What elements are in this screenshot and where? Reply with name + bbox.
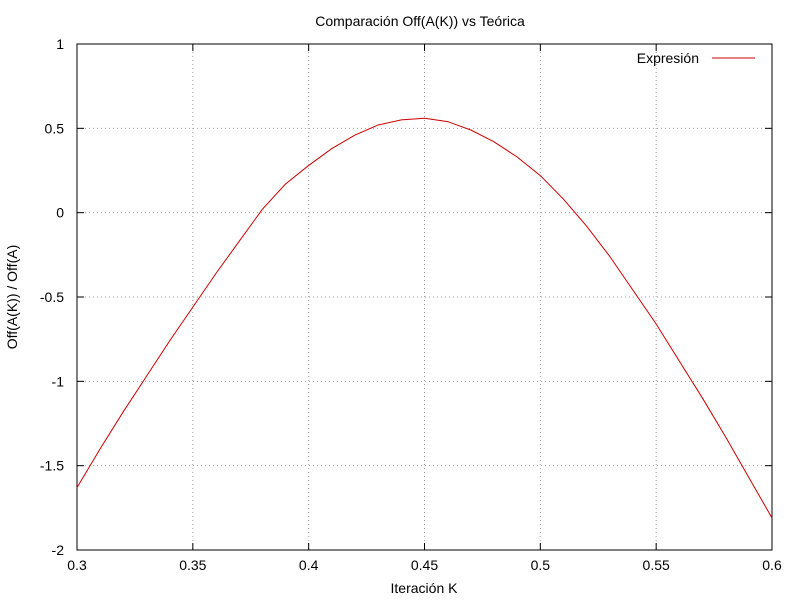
legend-label: Expresión [637,50,699,66]
x-axis-label: Iteración K [391,580,459,596]
x-tick-label: 0.55 [643,557,670,573]
x-tick-label: 0.45 [411,557,438,573]
x-tick-label: 0.35 [179,557,206,573]
y-tick-label: 1 [56,36,64,52]
y-tick-label: 0 [56,205,64,221]
y-tick-label: 0.5 [45,120,65,136]
y-axis-label: Off(A(K)) / Off(A) [4,245,20,350]
x-tick-label: 0.3 [67,557,87,573]
series-line [76,117,773,519]
plot-frame [76,43,773,551]
x-tick-label: 0.4 [299,557,319,573]
x-tick-label: 0.5 [531,557,551,573]
y-tick-label: -0.5 [40,289,64,305]
y-tick-label: -1.5 [40,458,64,474]
y-tick-label: -1 [52,373,65,389]
chart-title: Comparación Off(A(K)) vs Teórica [315,13,525,29]
y-tick-label: -2 [52,542,65,558]
x-tick-label: 0.6 [762,557,782,573]
